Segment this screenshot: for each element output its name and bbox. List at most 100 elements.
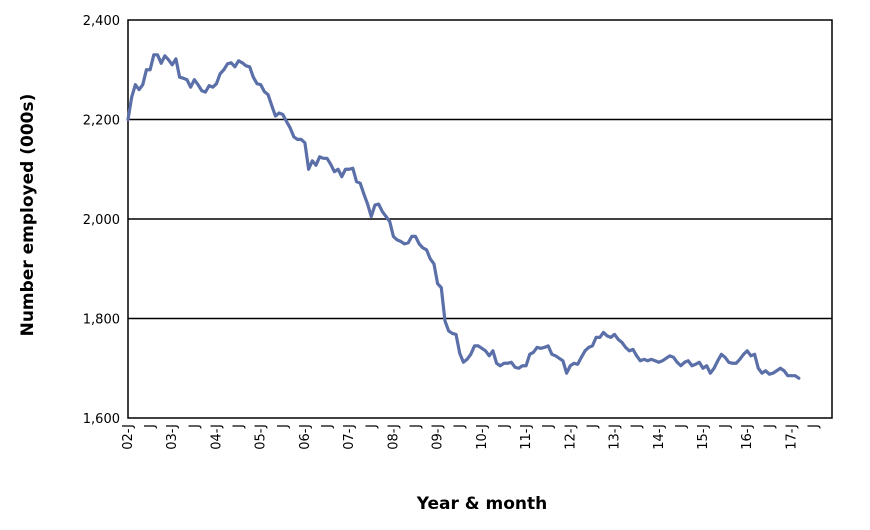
data-point (329, 163, 332, 166)
data-point (418, 242, 421, 245)
data-point (558, 357, 561, 360)
series-data-points (127, 53, 800, 380)
data-point (580, 356, 583, 359)
data-point (595, 336, 598, 339)
data-point (174, 57, 177, 60)
data-point (738, 358, 741, 361)
data-point (300, 138, 303, 141)
data-point (381, 210, 384, 213)
x-tick-label: J (718, 424, 733, 429)
data-point (340, 175, 343, 178)
data-point (366, 203, 369, 206)
x-tick-label: 17-J (785, 424, 800, 450)
x-tick-label: J (409, 424, 424, 429)
data-point (256, 82, 259, 85)
data-point (211, 86, 214, 89)
data-point (772, 372, 775, 375)
data-point (362, 193, 365, 196)
data-point (215, 82, 218, 85)
x-tick-label: J (585, 424, 600, 429)
data-point (606, 334, 609, 337)
data-point (138, 88, 141, 91)
data-point (757, 367, 760, 370)
data-point (451, 332, 454, 335)
data-point (355, 180, 358, 183)
data-point (407, 241, 410, 244)
data-point (528, 353, 531, 356)
data-point (786, 374, 789, 377)
data-point (764, 369, 767, 372)
data-point (241, 61, 244, 64)
data-point (403, 242, 406, 245)
data-point (469, 353, 472, 356)
data-point (631, 348, 634, 351)
data-point (318, 155, 321, 158)
data-point (749, 354, 752, 357)
data-point (222, 68, 225, 71)
data-point (141, 83, 144, 86)
y-tick-label: 2,400 (83, 14, 120, 29)
data-point (724, 356, 727, 359)
data-point (193, 78, 196, 81)
x-tick-label: 06-J (298, 424, 313, 450)
data-point (466, 358, 469, 361)
data-point (698, 361, 701, 364)
data-point (248, 65, 251, 68)
data-point (432, 262, 435, 265)
data-point (679, 364, 682, 367)
data-point (160, 62, 163, 65)
data-point (502, 362, 505, 365)
x-tick-label: J (630, 424, 645, 429)
data-point (720, 353, 723, 356)
data-point (303, 141, 306, 144)
data-point (204, 91, 207, 94)
data-point (285, 120, 288, 123)
data-point (152, 53, 155, 56)
gridlines (128, 118, 832, 320)
data-point (683, 361, 686, 364)
data-point (672, 356, 675, 359)
data-point (657, 361, 660, 364)
data-point (525, 364, 528, 367)
data-point (539, 347, 542, 350)
data-point (532, 351, 535, 354)
x-tick-label: 12-J (563, 424, 578, 450)
data-point (794, 374, 797, 377)
data-point (270, 104, 273, 107)
data-point (779, 367, 782, 370)
data-point (620, 341, 623, 344)
data-point (421, 246, 424, 249)
data-point (646, 359, 649, 362)
data-point (307, 168, 310, 171)
data-point (694, 363, 697, 366)
x-tick-label: J (364, 424, 379, 429)
data-point (488, 354, 491, 357)
data-point (171, 63, 174, 66)
data-point (591, 344, 594, 347)
data-point (127, 118, 129, 121)
data-point (197, 83, 200, 86)
y-tick-label: 2,200 (83, 114, 120, 129)
data-point (790, 374, 793, 377)
data-point (783, 369, 786, 372)
data-point (635, 354, 638, 357)
data-point (554, 354, 557, 357)
data-point (514, 366, 517, 369)
data-point (278, 112, 281, 115)
data-point (701, 367, 704, 370)
data-point (624, 346, 627, 349)
data-point (230, 61, 233, 64)
data-point (274, 115, 277, 118)
y-tick-label: 2,000 (83, 213, 120, 228)
data-point (344, 168, 347, 171)
data-point (713, 367, 716, 370)
data-point (200, 89, 203, 92)
data-point (440, 286, 443, 289)
data-point (650, 358, 653, 361)
data-point (510, 361, 513, 364)
data-point (337, 168, 340, 171)
x-tick-label: J (762, 424, 777, 429)
data-point (665, 357, 668, 360)
data-point (178, 76, 181, 79)
data-point (735, 362, 738, 365)
